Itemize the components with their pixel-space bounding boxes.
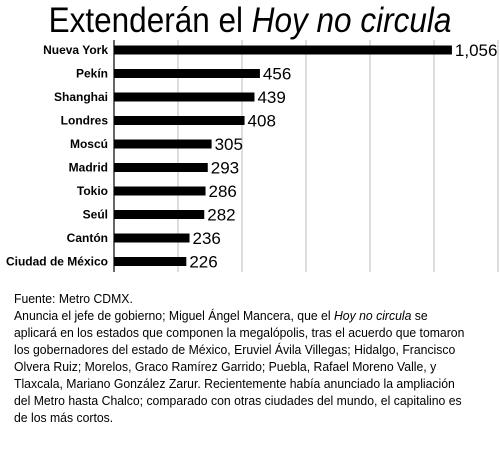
chart-title: Extenderán el Hoy no circula [25,0,475,42]
bar-0 [114,45,452,55]
bar-chart: Nueva York 1,056 Pekín 456 Shanghai 439 Londre… [6,40,499,272]
caption-emphasis: Hoy no circula [333,308,412,323]
bar-5 [114,163,208,172]
bar-9 [114,257,187,266]
value-label: 286 [209,182,237,201]
value-label: 456 [263,65,291,84]
category-label: Nueva York [43,43,108,57]
category-label: Ciudad de México [6,255,108,269]
value-label: 305 [215,135,243,154]
chart-title-prefix: Extenderán el [48,1,252,40]
value-label: 293 [211,159,239,178]
value-label: 282 [207,206,235,225]
category-label: Londres [61,114,109,128]
category-label: Madrid [69,161,108,175]
bar-8 [114,233,190,243]
source-note: Fuente: Metro CDMX. [14,291,133,306]
bar-3 [114,116,245,125]
bar-4 [114,139,212,149]
category-label: Shanghai [54,90,108,104]
bar-7 [114,210,205,219]
caption-text-part-1: Anuncia el jefe de gobierno; Miguel Ánge… [14,308,334,323]
footer-note: Fuente: Metro CDMX. Anuncia el jefe de g… [14,290,467,426]
bar-1 [114,69,260,78]
bar-6 [114,186,206,196]
bar-layer [114,45,452,266]
value-label: 1,056 [455,41,498,60]
category-label: Seúl [83,208,108,222]
category-label: Cantón [67,231,108,245]
chart-title-emphasis: Hoy no circula [251,1,452,40]
caption-text: Anuncia el jefe de gobierno; Miguel Ánge… [14,307,467,426]
value-label: 408 [248,112,276,131]
label-layer: Nueva York 1,056 Pekín 456 Shanghai 439 Londre… [6,41,497,272]
value-label: 439 [257,88,285,107]
value-label: 236 [193,229,221,248]
value-label: 226 [189,253,217,272]
category-label: Pekín [76,67,108,81]
category-label: Tokio [77,184,108,198]
caption-text-part-2: se aplicará en los estados que componen … [14,308,465,425]
grid-layer [113,40,499,272]
category-label: Moscú [70,137,108,151]
bar-2 [114,92,255,102]
